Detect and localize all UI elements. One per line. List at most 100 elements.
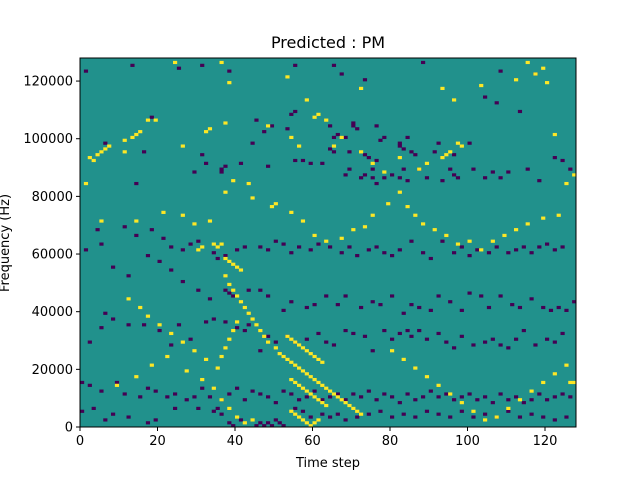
low-cell-119: [374, 245, 379, 249]
y-axis-label: Frequency (Hz): [0, 194, 13, 292]
low-cell-43: [331, 135, 337, 140]
low-cell-224: [444, 340, 449, 344]
low-cell-16: [517, 109, 523, 114]
low-cell-151: [223, 288, 228, 292]
low-cell-39: [289, 112, 294, 116]
low-cell-234: [533, 343, 538, 347]
low-cell-38: [285, 127, 290, 131]
low-cell-177: [486, 305, 492, 310]
low-cell-104: [235, 248, 240, 252]
high-cell-81: [479, 248, 484, 252]
low-cell-243: [138, 395, 143, 399]
low-cell-300: [103, 418, 108, 422]
low-cell-149: [196, 288, 201, 292]
low-cell-121: [390, 254, 395, 258]
high-cell-10: [479, 83, 484, 88]
high-cell-63: [273, 202, 278, 206]
low-cell-261: [289, 392, 294, 396]
low-cell-139: [552, 248, 557, 252]
low-cell-280: [436, 395, 441, 399]
low-cell-332: [401, 412, 406, 416]
low-cell-257: [258, 392, 263, 396]
high-cell-176: [316, 418, 321, 422]
high-cell-107: [250, 317, 255, 321]
low-cell-210: [324, 340, 329, 344]
low-cell-248: [184, 398, 189, 402]
low-cell-294: [545, 398, 550, 402]
low-cell-69: [362, 173, 368, 177]
low-cell-61: [266, 164, 271, 168]
high-cell-146: [227, 337, 232, 341]
low-cell-140: [560, 245, 565, 249]
low-cell-239: [87, 383, 92, 387]
high-cell-132: [351, 406, 356, 410]
high-cell-74: [405, 205, 410, 209]
high-cell-37: [324, 118, 329, 122]
low-cell-112: [308, 248, 313, 252]
high-cell-68: [339, 236, 344, 240]
low-cell-81: [452, 173, 457, 177]
low-cell-85: [490, 170, 495, 174]
low-cell-236: [552, 340, 557, 344]
low-cell-215: [370, 349, 375, 353]
x-tick-label-3: 60: [304, 434, 321, 449]
low-cell-96: [161, 236, 166, 240]
high-cell-172: [300, 418, 306, 422]
high-cell-94: [219, 242, 224, 246]
low-cell-53: [370, 167, 375, 171]
y-tick-label-2: 40000: [32, 305, 73, 320]
low-cell-118: [366, 248, 371, 252]
low-cell-46: [347, 150, 352, 154]
low-cell-115: [339, 251, 344, 255]
high-cell-32: [266, 124, 271, 128]
low-cell-51: [362, 153, 368, 157]
low-cell-298: [80, 409, 85, 413]
low-cell-170: [417, 305, 422, 310]
low-cell-229: [490, 337, 495, 341]
high-cell-131: [347, 403, 352, 408]
low-cell-277: [413, 398, 418, 402]
low-cell-145: [145, 254, 151, 258]
high-cell-199: [184, 369, 189, 373]
x-tick-label-1: 20: [149, 434, 166, 449]
low-cell-59: [219, 167, 224, 171]
low-cell-122: [397, 248, 402, 252]
low-cell-228: [483, 340, 488, 344]
high-cell-89: [572, 173, 577, 177]
high-cell-186: [494, 415, 499, 419]
low-cell-331: [390, 415, 395, 419]
high-cell-121: [308, 375, 313, 379]
high-cell-20: [122, 138, 127, 142]
plot-frame: [79, 57, 577, 428]
high-cell-29: [204, 130, 209, 134]
high-cell-80: [467, 239, 472, 243]
low-cell-11: [374, 124, 379, 128]
low-cell-161: [324, 294, 329, 298]
low-cell-41: [331, 150, 337, 154]
high-cell-163: [304, 389, 309, 393]
high-cell-110: [262, 334, 267, 338]
low-cell-83: [471, 167, 476, 171]
high-cell-26: [99, 150, 104, 154]
low-cell-42: [328, 147, 333, 151]
low-cell-92: [95, 228, 100, 232]
high-cell-67: [324, 239, 329, 243]
high-cell-100: [223, 274, 228, 278]
heatmap-cells: [80, 60, 577, 428]
low-cell-328: [355, 415, 360, 419]
low-cell-310: [227, 421, 232, 425]
high-cell-164: [308, 392, 313, 396]
high-cell-189: [529, 389, 534, 393]
high-cell-157: [316, 357, 321, 361]
low-cell-80: [448, 167, 453, 171]
low-cell-28: [397, 144, 402, 148]
high-cell-179: [413, 366, 418, 370]
low-cell-344: [541, 415, 546, 419]
low-cell-212: [343, 328, 348, 333]
high-cell-13: [545, 81, 550, 85]
high-cell-60: [246, 181, 251, 186]
high-cell-36: [316, 112, 321, 116]
low-cell-4: [200, 63, 205, 67]
high-cell-124: [320, 383, 325, 387]
low-cell-191: [126, 323, 131, 327]
